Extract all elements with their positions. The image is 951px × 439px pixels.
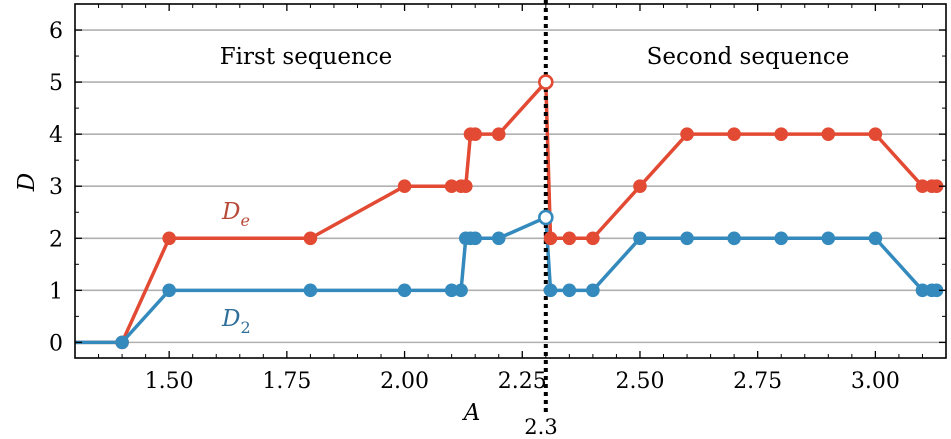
data-point [562, 283, 577, 298]
data-point [929, 179, 944, 194]
data-point [491, 127, 506, 141]
data-point [774, 127, 789, 141]
series-layer [75, 80, 937, 345]
data-point [468, 127, 482, 141]
data-point [491, 231, 506, 246]
grid-lines [75, 29, 946, 344]
series-line-D2 [75, 215, 937, 345]
x-tick-label: 2.50 [615, 369, 664, 394]
series-label-de: De [221, 199, 250, 230]
data-point [821, 127, 836, 141]
data-point [915, 179, 930, 194]
x-tick-label: 3.00 [851, 369, 900, 394]
vline-value-label: 2.3 [524, 415, 557, 439]
data-point [774, 231, 789, 246]
y-tick-label: 2 [49, 227, 63, 252]
x-tick-label: 2.75 [733, 369, 782, 394]
y-tick-label: 1 [49, 279, 63, 304]
data-point-open [538, 209, 554, 226]
data-point [303, 283, 318, 298]
y-tick-label: 5 [49, 71, 63, 96]
data-point [915, 283, 930, 298]
y-tick-label: 4 [49, 123, 63, 148]
data-point [727, 127, 741, 141]
data-point [586, 231, 600, 246]
data-point [162, 283, 176, 298]
marker-layer [115, 74, 944, 350]
y-tick-label: 3 [49, 175, 63, 200]
x-tick-label: 1.50 [145, 369, 194, 394]
data-point [303, 231, 318, 246]
x-tick-label: 2.25 [498, 369, 547, 394]
data-point [633, 231, 647, 246]
data-point [633, 179, 647, 194]
data-point [444, 179, 459, 194]
data-point [562, 231, 577, 246]
data-point [444, 283, 459, 298]
data-point [468, 231, 482, 246]
data-point [162, 231, 176, 246]
data-point [115, 335, 129, 350]
data-point [868, 127, 883, 141]
data-point [680, 231, 694, 246]
y-tick-label: 0 [49, 331, 63, 356]
y-tick-label: 6 [49, 19, 63, 44]
plot-frame [74, 3, 947, 359]
data-point [454, 283, 468, 298]
x-tick-label: 1.75 [262, 369, 311, 394]
data-point [929, 283, 944, 298]
data-point [543, 231, 558, 246]
data-point-open [538, 74, 554, 90]
data-point [586, 283, 600, 298]
tick-layer: 0 1 2 3 4 5 6 1.50 1.75 2.00 2.25 2.50 2.75 3.00 [49, 3, 947, 394]
data-point [397, 179, 412, 194]
annotation-first-sequence: First sequence [220, 44, 393, 70]
data-point [727, 231, 741, 246]
y-axis-label: D [14, 173, 40, 192]
x-tick-label: 2.00 [380, 369, 429, 394]
series-label-d2: D2 [221, 306, 251, 337]
data-point [458, 179, 473, 194]
annotation-second-sequence: Second sequence [647, 44, 850, 70]
data-point [868, 231, 883, 246]
data-point [397, 283, 412, 298]
data-point [543, 283, 558, 298]
data-point [680, 127, 694, 141]
x-axis-label: A [462, 400, 481, 426]
data-point [821, 231, 836, 246]
series-line-De [75, 80, 937, 345]
